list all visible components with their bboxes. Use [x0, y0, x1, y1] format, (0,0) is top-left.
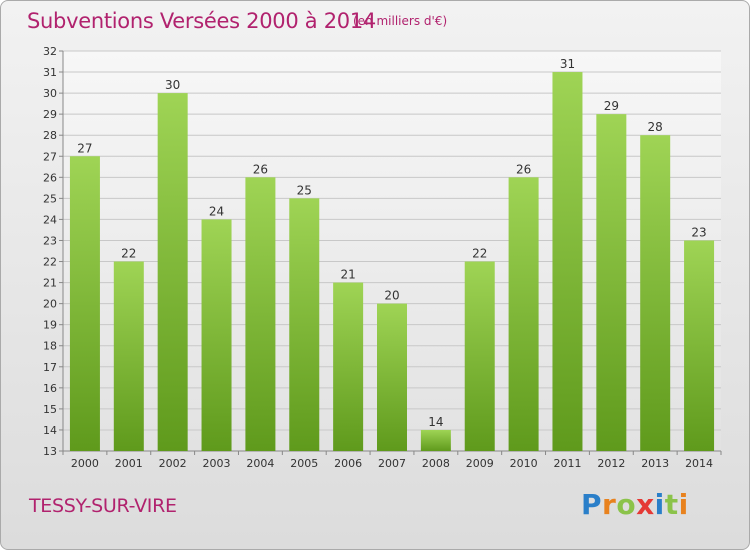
chart-subtitle: (en milliers d'€): [353, 14, 448, 28]
bar: [640, 135, 671, 452]
y-tick-label: 21: [43, 277, 57, 290]
bar-value-label: 14: [428, 415, 443, 429]
bar: [508, 177, 539, 451]
y-tick-label: 27: [43, 150, 57, 163]
bar: [464, 261, 495, 451]
bar-value-label: 20: [384, 289, 399, 303]
y-tick-label: 26: [43, 171, 57, 184]
bar: [377, 303, 407, 451]
proxiti-logo[interactable]: Proxiti: [581, 488, 689, 521]
x-tick-label: 2012: [597, 457, 625, 470]
x-tick-label: 2014: [685, 457, 713, 470]
bar: [113, 261, 144, 451]
y-tick-label: 15: [43, 403, 57, 416]
y-tick-label: 20: [43, 298, 57, 311]
bar: [596, 114, 627, 451]
y-tick-label: 16: [43, 382, 57, 395]
y-tick-label: 23: [43, 234, 57, 247]
logo-letter: o: [616, 488, 637, 521]
bar: [245, 177, 276, 451]
x-tick-label: 2003: [203, 457, 231, 470]
x-tick-label: 2008: [422, 457, 450, 470]
y-tick-label: 17: [43, 361, 57, 374]
x-tick-label: 2010: [510, 457, 538, 470]
y-tick-label: 13: [43, 445, 57, 458]
x-tick-label: 2005: [290, 457, 318, 470]
logo-letter: P: [581, 488, 603, 521]
y-tick-label: 30: [43, 87, 57, 100]
x-tick-label: 2002: [159, 457, 187, 470]
logo-letter: i: [654, 488, 665, 521]
bar: [420, 429, 451, 451]
y-tick-label: 22: [43, 256, 57, 269]
commune-name: TESSY-SUR-VIRE: [29, 495, 177, 517]
y-tick-label: 24: [43, 213, 57, 226]
x-tick-label: 2007: [378, 457, 406, 470]
y-tick-label: 29: [43, 108, 57, 121]
bar-value-label: 22: [472, 247, 487, 261]
y-tick-label: 28: [43, 129, 57, 142]
logo-letter: r: [602, 488, 617, 521]
bar-value-label: 25: [297, 183, 312, 197]
bar-value-label: 26: [516, 162, 531, 176]
x-tick-label: 2001: [115, 457, 143, 470]
x-tick-label: 2013: [641, 457, 669, 470]
bar-value-label: 29: [604, 99, 619, 113]
chart-title: Subventions Versées 2000 à 2014: [27, 9, 376, 33]
y-tick-label: 31: [43, 66, 57, 79]
x-tick-label: 2011: [553, 457, 581, 470]
y-tick-label: 32: [43, 45, 57, 58]
bar: [333, 282, 364, 451]
y-tick-label: 19: [43, 319, 57, 332]
x-tick-label: 2006: [334, 457, 362, 470]
logo-letter: t: [664, 488, 679, 521]
bar-value-label: 31: [560, 57, 575, 71]
bar: [552, 72, 583, 451]
bar: [201, 219, 232, 451]
bar-value-label: 28: [648, 120, 663, 134]
bar-value-label: 27: [77, 141, 92, 155]
bar-value-label: 30: [165, 78, 180, 92]
bar-value-label: 26: [253, 162, 268, 176]
y-tick-label: 14: [43, 424, 57, 437]
bar-value-label: 24: [209, 204, 224, 218]
logo-letter: i: [678, 488, 689, 521]
bar: [684, 240, 715, 451]
bar-value-label: 22: [121, 247, 136, 261]
bar: [157, 93, 188, 452]
bar: [69, 156, 100, 451]
y-tick-label: 25: [43, 192, 57, 205]
y-tick-label: 18: [43, 340, 57, 353]
bar-value-label: 23: [691, 225, 706, 239]
logo-letter: x: [636, 488, 655, 521]
bar-value-label: 21: [340, 268, 355, 282]
bar: [289, 198, 320, 451]
x-tick-label: 2009: [466, 457, 494, 470]
x-tick-label: 2004: [246, 457, 274, 470]
x-tick-label: 2000: [71, 457, 99, 470]
